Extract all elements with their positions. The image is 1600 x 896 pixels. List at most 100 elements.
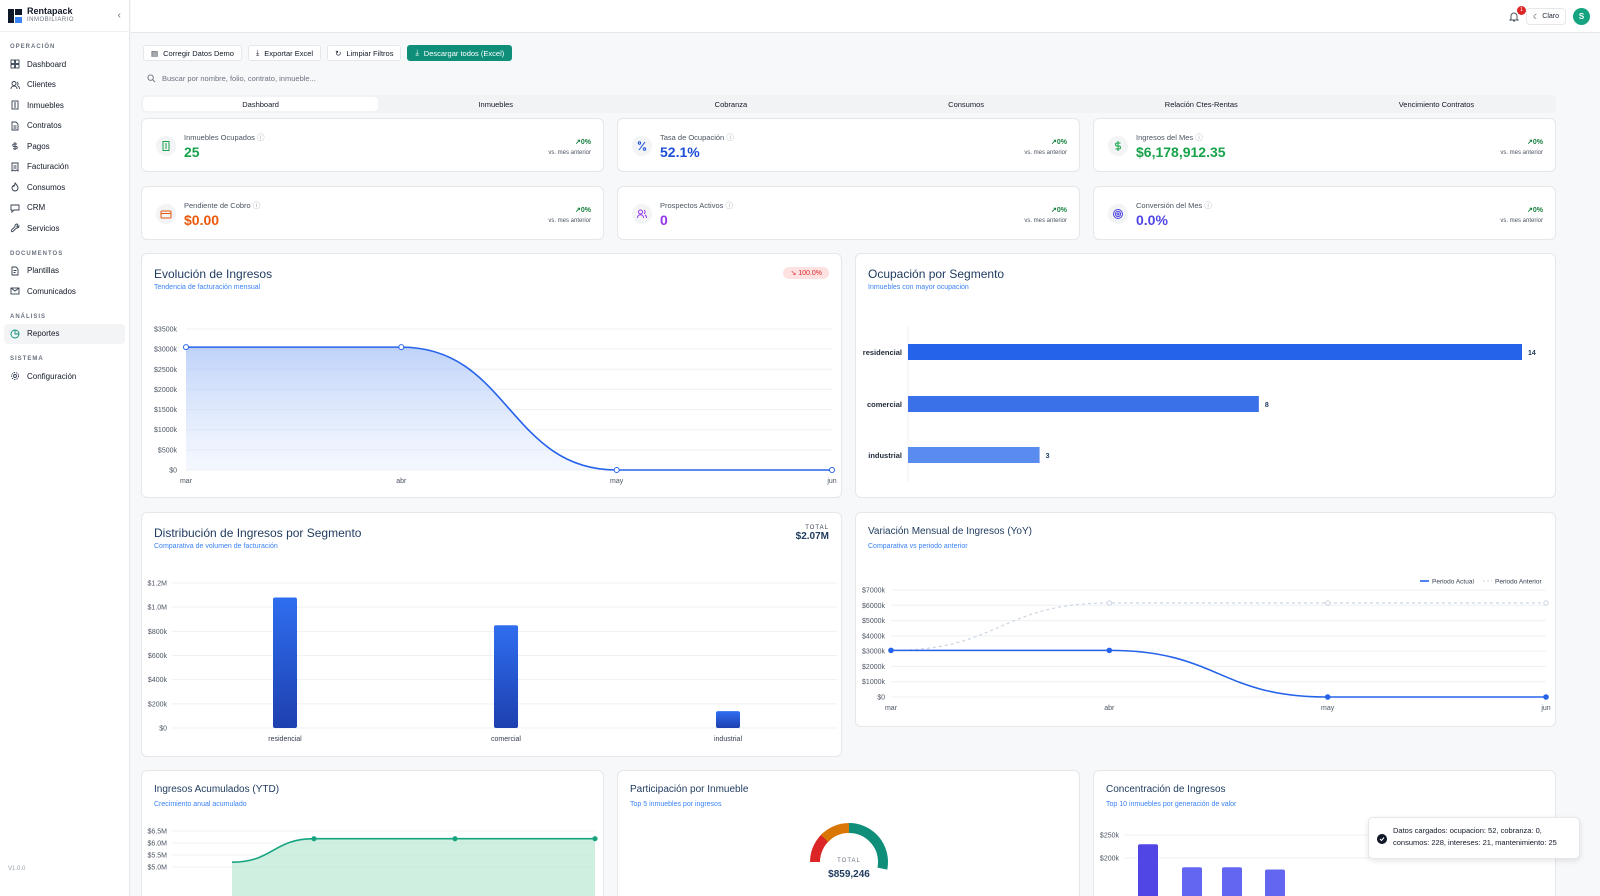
tab-consumos[interactable]: Consumos: [948, 99, 985, 109]
total-label: TOTAL: [805, 525, 829, 531]
variacion-subtitle: Comparativa vs periodo anterior: [868, 543, 968, 550]
kpi-card[interactable]: Pendiente de Cobro ⓘ $0.00 ↗0% vs. mes an…: [141, 186, 604, 240]
bar[interactable]: [1182, 867, 1202, 896]
bar[interactable]: [273, 597, 297, 729]
legend-label[interactable]: Periodo Actual: [1432, 579, 1474, 586]
y-tick-label: $5.5M: [148, 853, 168, 860]
search-placeholder: Buscar por nombre, folio, contrato, inmu…: [162, 73, 316, 83]
sidebar-item-consumos[interactable]: Consumos: [0, 177, 129, 198]
bar[interactable]: [908, 344, 1522, 360]
download-all-label: Descargar todos (Excel): [423, 48, 505, 58]
kpi-card[interactable]: Tasa de Ocupación ⓘ 52.1% ↗0% vs. mes ant…: [617, 118, 1080, 172]
download-all-button[interactable]: ⤓ Descargar todos (Excel): [407, 45, 513, 61]
y-tick-label: $1.2M: [148, 581, 168, 588]
donut-slice: [810, 823, 888, 896]
tab-vencimiento-contratos[interactable]: Vencimiento Contratos: [1398, 99, 1475, 109]
tab-cobranza[interactable]: Cobranza: [714, 99, 748, 109]
sidebar-item-servicios[interactable]: Servicios: [0, 218, 129, 239]
y-tick-label: $5.0M: [148, 865, 168, 872]
y-tick-label: $200k: [148, 701, 168, 708]
search-input[interactable]: Buscar por nombre, folio, contrato, inmu…: [143, 70, 1556, 86]
data-point[interactable]: [1543, 694, 1549, 700]
donut-chart: [810, 823, 888, 896]
data-point[interactable]: [829, 467, 835, 473]
info-icon[interactable]: ⓘ: [1195, 133, 1203, 142]
info-icon[interactable]: ⓘ: [726, 133, 734, 142]
fix-demo-data-button[interactable]: ▤ Corregir Datos Demo: [143, 45, 242, 61]
data-point[interactable]: [398, 344, 405, 351]
data-point[interactable]: [888, 647, 894, 654]
sidebar-item-crm[interactable]: CRM: [0, 198, 129, 219]
kpi-change: ↗0% vs. mes anterior: [1500, 206, 1543, 226]
tab-inmuebles[interactable]: Inmuebles: [478, 99, 514, 109]
bar[interactable]: [716, 711, 740, 728]
sidebar-item-label: Plantillas: [27, 266, 60, 276]
bar[interactable]: [1222, 867, 1242, 896]
kpi-label-text: Tasa de Ocupación: [660, 133, 725, 142]
toast-notification[interactable]: Datos cargados: ocupacion: 52, cobranza:…: [1368, 817, 1580, 859]
kpi-label: Tasa de Ocupación ⓘ: [660, 132, 734, 143]
tab-dashboard[interactable]: Dashboard: [143, 97, 379, 111]
sidebar-item-configuracion[interactable]: Configuración: [0, 366, 129, 387]
data-point[interactable]: [1324, 694, 1331, 700]
data-point[interactable]: [1543, 600, 1549, 606]
avatar[interactable]: S: [1573, 8, 1590, 25]
document-icon: [11, 121, 19, 131]
sidebar-item-inmuebles[interactable]: Inmuebles: [0, 95, 129, 116]
brand[interactable]: Rentapack INMOBILIARIO ‹: [0, 0, 129, 32]
info-icon[interactable]: ⓘ: [1204, 201, 1212, 210]
database-icon: ▤: [151, 48, 159, 58]
refresh-icon: ↻: [335, 48, 342, 58]
data-point[interactable]: [613, 467, 620, 473]
bar[interactable]: [494, 625, 518, 728]
info-icon[interactable]: ⓘ: [256, 133, 265, 142]
theme-toggle-button[interactable]: ☾ Claro: [1525, 8, 1566, 25]
theme-label: Claro: [1542, 13, 1559, 20]
sidebar-item-contratos[interactable]: Contratos: [0, 116, 129, 137]
gear-icon: [11, 372, 19, 381]
moon-icon: ☾: [1532, 13, 1540, 21]
version: V1.0.0: [8, 866, 26, 872]
data-point[interactable]: [183, 344, 189, 351]
data-point[interactable]: [452, 836, 458, 842]
evolucion-subtitle: Tendencia de facturación mensual: [154, 284, 261, 291]
clear-filters-button[interactable]: ↻ Limpiar Filtros: [327, 45, 402, 61]
data-point[interactable]: [311, 836, 317, 842]
sidebar-item-dashboard[interactable]: Dashboard: [0, 54, 129, 75]
info-icon[interactable]: ⓘ: [725, 201, 733, 210]
data-point[interactable]: [1106, 600, 1113, 606]
data-point[interactable]: [1106, 647, 1113, 654]
kpi-card[interactable]: Conversión del Mes ⓘ 0.0% ↗0% vs. mes ant…: [1093, 186, 1556, 240]
kpi-card[interactable]: Prospectos Activos ⓘ 0 ↗0% vs. mes anteri…: [617, 186, 1080, 240]
info-icon[interactable]: ⓘ: [252, 201, 261, 210]
area-fill: [232, 838, 595, 896]
bar[interactable]: [908, 447, 1040, 463]
target-icon: [1113, 209, 1123, 219]
bar[interactable]: [1265, 869, 1285, 896]
kpi-change-value: ↗0%: [1051, 207, 1067, 214]
tab-relaci-n-ctes-rentas[interactable]: Relación Ctes-Rentas: [1164, 99, 1238, 109]
legend-label[interactable]: Periodo Anterior: [1495, 579, 1542, 586]
flame-icon: [11, 182, 19, 192]
collapse-sidebar-icon[interactable]: ‹: [117, 10, 121, 21]
sidebar-item-reportes[interactable]: Reportes: [4, 323, 125, 344]
export-excel-button[interactable]: ⤓ Exportar Excel: [247, 45, 322, 61]
y-tick-label: $2000k: [154, 387, 177, 394]
y-tick-label: $2000k: [862, 664, 885, 671]
data-point[interactable]: [592, 836, 598, 842]
sidebar-item-plantillas[interactable]: Plantillas: [0, 261, 129, 282]
kpi-label: Conversión del Mes ⓘ: [1136, 200, 1212, 211]
sidebar-item-clientes[interactable]: Clientes: [0, 75, 129, 96]
sidebar-item-comunicados[interactable]: Comunicados: [0, 281, 129, 302]
bar[interactable]: [908, 396, 1259, 412]
sidebar-item-facturacion[interactable]: Facturación: [0, 157, 129, 178]
kpi-card[interactable]: Ingresos del Mes ⓘ $6,178,912.35 ↗0% vs. …: [1093, 118, 1556, 172]
data-point[interactable]: [1324, 600, 1331, 606]
bar[interactable]: [1138, 844, 1158, 896]
kpi-card[interactable]: Inmuebles Ocupados ⓘ 25 ↗0% vs. mes anter…: [141, 118, 604, 172]
ytd-chart: $6.5M $6.0M $5.5M $5.0M: [148, 829, 598, 896]
sidebar-item-label: Facturación: [27, 162, 69, 172]
chat-icon: [10, 204, 20, 213]
sidebar-item-pagos[interactable]: Pagos: [0, 136, 129, 157]
bell-icon[interactable]: 1: [1508, 6, 1526, 24]
